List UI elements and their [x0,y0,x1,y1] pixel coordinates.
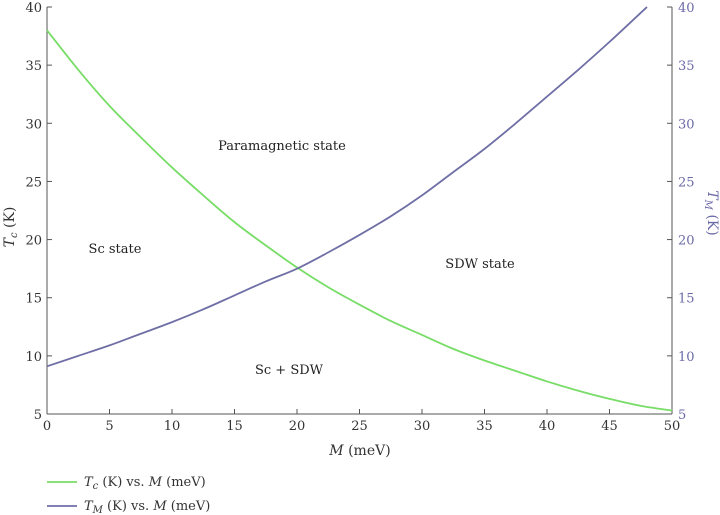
legend: Tc (K) vs. M (meV) TM (K) vs. M (meV) [47,475,210,515]
x-tick-label: 0 [43,419,51,434]
y-right-tick-label: 15 [678,292,695,307]
x-tick-label: 20 [289,419,306,434]
y-left-tick-label: 5 [34,408,42,423]
y-axis-right-ticks: 5 10 15 20 25 30 35 40 [667,1,695,423]
x-tick-label: 45 [601,419,618,434]
annotation-sdw-state: SDW state [445,257,515,272]
x-tick-label: 40 [539,419,556,434]
series-line-tm [46,6,648,368]
x-tick-label: 35 [476,419,493,434]
legend-label-tm: TM (K) vs. M (meV) [84,499,210,515]
annotation-sc-state: Sc state [89,242,142,257]
y-right-tick-label: 5 [678,408,686,423]
x-tick-label: 30 [414,419,431,434]
y-left-tick-label: 30 [25,117,42,132]
y-right-tick-label: 40 [678,1,695,16]
y-axis-right-title: TM (K) [702,190,720,235]
x-axis-title: M (meV) [328,443,390,459]
y-right-tick-label: 20 [678,234,695,249]
y-right-tick-label: 30 [678,117,695,132]
y-left-tick-label: 10 [25,350,42,365]
y-right-tick-label: 35 [678,59,695,74]
y-left-tick-label: 40 [25,1,42,16]
y-right-tick-label: 25 [678,175,695,190]
x-tick-label: 25 [351,419,368,434]
series-line-tc [46,29,673,412]
annotation-paramagnetic: Paramagnetic state [218,139,346,154]
y-axis-left-ticks: 5 10 15 20 25 30 35 40 [25,1,52,423]
y-left-tick-label: 15 [25,292,42,307]
x-tick-label: 15 [226,419,243,434]
x-tick-label: 5 [105,419,113,434]
annotation-sc-sdw: Sc + SDW [255,363,324,378]
y-right-tick-label: 10 [678,350,695,365]
x-tick-label: 10 [164,419,181,434]
x-tick-label: 50 [664,419,681,434]
x-axis-ticks: 0 5 10 15 20 25 30 35 40 45 50 [43,409,680,434]
y-axis-left-title: Tc (K) [2,207,20,248]
y-left-tick-label: 20 [25,234,42,249]
y-left-tick-label: 25 [25,175,42,190]
y-left-tick-label: 35 [25,59,42,74]
plot-frame [46,7,673,415]
legend-label-tc: Tc (K) vs. M (meV) [84,475,206,492]
series-group [46,6,673,412]
